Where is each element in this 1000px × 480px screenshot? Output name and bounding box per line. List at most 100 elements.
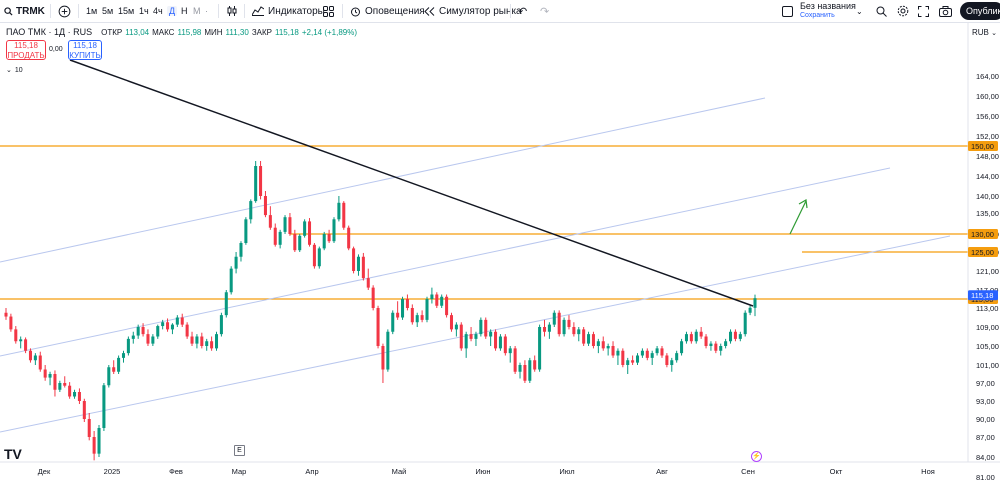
candle-body [719,346,723,351]
candle-body [68,385,72,397]
candle-body [401,299,405,318]
interval-4h[interactable]: 4ч [153,0,163,22]
replay-button[interactable]: Симулятор рынка [424,0,522,22]
chart-type-button[interactable] [226,0,238,22]
undo-button[interactable]: ↶ [518,0,527,22]
volume-toggle[interactable]: ⌄ 10 [6,66,23,75]
currency-label[interactable]: RUB ⌄ [972,28,997,37]
price-tick-label: 105,00 [976,342,999,351]
projection-arrow-head [798,199,808,209]
interval-1m[interactable]: 1м [86,0,97,22]
tradingview-logo[interactable]: TV [4,446,22,462]
low-label: МИН [204,27,223,37]
redo-button[interactable]: ↷ [540,0,549,22]
candle-body [479,319,483,335]
candle-body [131,335,135,339]
price-tick-label: 121,00 [976,267,999,276]
candle-body [121,353,126,358]
price-tick-label: 135,00 [976,209,999,218]
volume-value: 10 [14,66,23,74]
sell-price: 115,18 [14,41,38,50]
level-price-tag [968,247,998,257]
price-tick-label: 148,00 [976,152,999,161]
candle-body [626,360,630,365]
candle-body [112,367,116,372]
publish-button[interactable]: Опубликовать [960,2,1000,20]
series-legend: ПАО ТМК · 1Д · RUS ОТКР 113,04 МАКС 115,… [6,27,357,37]
candle-body [562,319,566,335]
channel-line-3 [0,235,951,433]
candle-body [381,346,385,370]
candle-body [616,350,620,356]
candle-body [244,219,248,243]
open-value: 113,04 [125,27,150,37]
candle-body [449,315,454,330]
interval-5m[interactable]: 5м [102,0,113,22]
candle-body [102,385,106,428]
search-icon [4,6,13,16]
interval-1h[interactable]: 1ч [139,0,149,22]
price-tick-label: 140,00 [976,192,999,201]
candle-body [161,322,165,327]
buy-button[interactable]: 115,18 КУПИТЬ [68,40,102,60]
candle-body [660,348,664,356]
time-tick-label: Июл [559,467,574,476]
candle-body [714,343,718,351]
candle-body [635,355,640,363]
candle-body [293,234,297,251]
time-tick-label: Фев [169,467,183,476]
indicators-icon [252,6,264,16]
price-chart[interactable]: 164,00 160,00 156,00 152,00 148,00 144,00 140,… [0,22,1000,480]
price-tick-label: 101,00 [976,361,999,370]
candle-body [528,360,532,381]
indicators-button[interactable]: Индикаторы [252,0,325,22]
high-label: МАКС [152,27,175,37]
candle-body [430,294,434,299]
interval-label: 15м [118,6,135,16]
candle-body [748,307,752,313]
sell-button[interactable]: 115,18 ПРОДАТЬ [6,40,46,60]
templates-button[interactable] [323,0,334,22]
candle-body [552,312,556,325]
candle-body [508,348,512,354]
layout-toggle-button[interactable] [782,0,793,22]
interval-dropdown[interactable]: · [205,0,208,22]
settings-button[interactable] [897,0,909,22]
square-icon [782,5,793,17]
candle-body [709,343,713,346]
candle-body [263,196,267,216]
layout-name-button[interactable]: Без названия Сохранить [800,2,856,20]
quick-search-button[interactable] [876,0,887,22]
candle-body [366,278,370,288]
candle-body [337,202,341,220]
interval-15m[interactable]: 15м [118,0,134,22]
candle-body [513,348,517,372]
change-value: +2,14 (+1,89%) [301,27,358,37]
fullscreen-button[interactable] [918,0,929,22]
candle-body [743,312,747,335]
price-tick-label: 144,00 [976,172,999,181]
candle-body [185,324,189,337]
alerts-button[interactable]: Оповещения [350,0,425,22]
candle-body [645,350,649,358]
candle-body [503,336,507,354]
candle-body [82,401,86,419]
layout-menu-button[interactable]: ⌄ [856,0,863,22]
candle-body [180,317,184,325]
snapshot-button[interactable] [939,0,952,22]
candle-body [415,315,419,323]
interval-1d[interactable]: Д [167,0,178,22]
candle-body [469,334,473,339]
dividend-marker[interactable]: ⚡ [751,451,762,462]
series-title[interactable]: ПАО ТМК · 1Д · RUS [6,27,93,37]
interval-1mo[interactable]: М [193,0,201,22]
candle-body [640,350,644,356]
interval-label: 1м [86,6,98,16]
add-symbol-button[interactable] [58,0,71,22]
candle-body [170,324,174,330]
candle-body [665,355,669,365]
symbol-search[interactable]: TRMK [4,0,45,22]
level-price-tag-label: 125,00 [971,248,994,257]
earnings-marker[interactable]: E [234,445,245,456]
interval-1w[interactable]: Н [181,0,188,22]
